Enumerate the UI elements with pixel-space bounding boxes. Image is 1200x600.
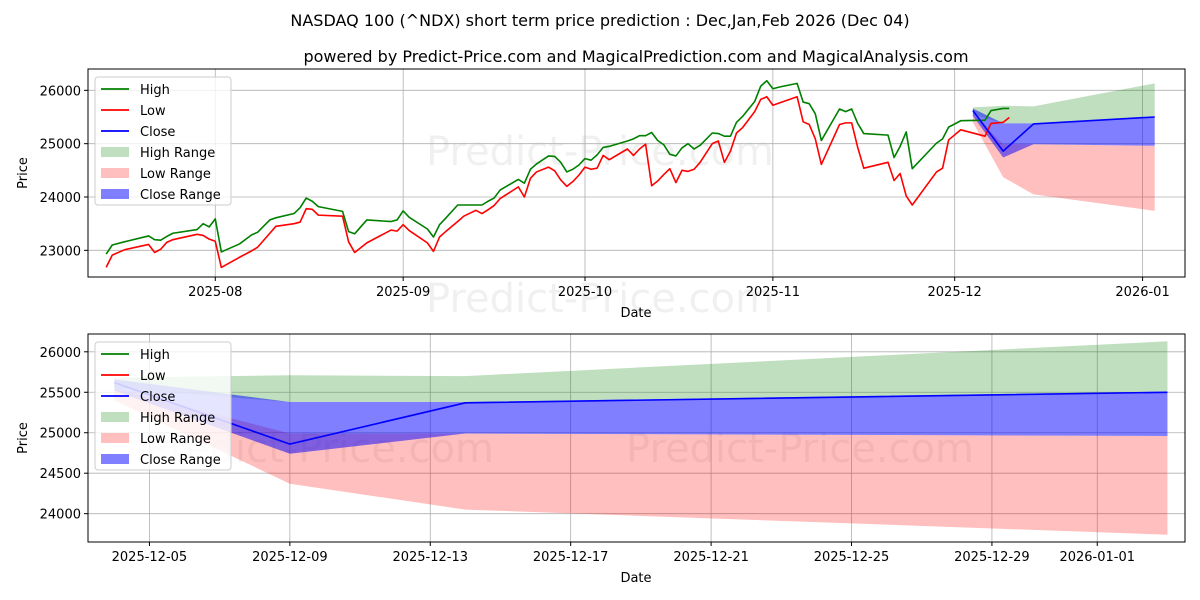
bottom-legend-close_range-swatch <box>101 454 129 464</box>
top-plot-area <box>105 79 1155 269</box>
bottom-close-range-band <box>114 379 1168 454</box>
top-legend-low_range-swatch <box>101 168 129 178</box>
bottom-x-tick-label: 2025-12-13 <box>392 550 468 565</box>
bottom-x-tick-label: 2025-12-21 <box>673 550 749 565</box>
bottom-x-tick-label: 2025-12-17 <box>533 550 609 565</box>
top-x-tick-label: 2025-12 <box>928 285 982 300</box>
bottom-y-tick-label: 25500 <box>40 386 81 401</box>
price-history-panel: Predict-Price.com Predict-Price.com 2025… <box>16 68 1186 322</box>
chart-title: NASDAQ 100 (^NDX) short term price predi… <box>290 11 909 30</box>
top-x-tick-label: 2025-10 <box>558 285 612 300</box>
bottom-y-axis: 24000 24500 25000 25500 26000 <box>40 346 88 523</box>
bottom-legend-low_range-label: Low Range <box>140 432 211 447</box>
bottom-x-tick-label: 2026-01-01 <box>1059 550 1135 565</box>
bottom-legend-high-label: High <box>140 348 170 363</box>
top-legend-close_range-swatch <box>101 189 129 199</box>
watermark-top-2: Predict-Price.com <box>426 276 774 322</box>
top-x-axis-label: Date <box>620 306 651 321</box>
top-legend-box <box>94 76 232 206</box>
bottom-y-axis-label: Price <box>16 422 31 454</box>
top-x-tick-label: 2025-09 <box>376 285 430 300</box>
bottom-legend: High Low Close High Range Low Range Close Ran… <box>94 341 232 471</box>
top-y-tick-label: 23000 <box>40 244 81 259</box>
bottom-y-tick-label: 25000 <box>40 427 81 442</box>
bottom-y-tick-label: 24500 <box>40 467 81 482</box>
top-legend-high_range-swatch <box>101 147 129 157</box>
bottom-axes-frame <box>87 333 1186 543</box>
top-y-tick-label: 25000 <box>40 138 81 153</box>
bottom-legend-close_range-label: Close Range <box>140 453 221 468</box>
bottom-legend-close-label: Close <box>140 390 175 405</box>
top-x-tick-label: 2025-11 <box>746 285 800 300</box>
bottom-low-range-band <box>114 388 1168 535</box>
bottom-x-axis-label: Date <box>620 571 651 586</box>
top-close-series-line <box>972 110 1155 152</box>
bottom-x-axis: 2025-12-05 2025-12-09 2025-12-13 2025-12-17… <box>112 542 1135 565</box>
bottom-plot-area <box>114 341 1168 535</box>
top-y-tick-label: 26000 <box>40 84 81 99</box>
top-legend-high-label: High <box>140 83 170 98</box>
top-y-tick-label: 24000 <box>40 191 81 206</box>
top-legend: High Low Close High Range Low Range Close Ran… <box>94 76 232 206</box>
top-legend-close_range-label: Close Range <box>140 188 221 203</box>
top-y-axis-label: Price <box>16 157 31 189</box>
top-x-tick-label: 2025-08 <box>188 285 242 300</box>
bottom-high-range-band <box>114 341 1168 402</box>
top-y-axis: 23000 24000 25000 26000 <box>40 84 88 259</box>
top-legend-close-label: Close <box>140 125 175 140</box>
bottom-legend-low_range-swatch <box>101 433 129 443</box>
high-series-line <box>105 79 1010 255</box>
top-close-range-band <box>972 108 1155 158</box>
bottom-y-tick-label: 26000 <box>40 346 81 361</box>
top-low-range-band <box>972 114 1155 211</box>
bottom-y-tick-label: 24000 <box>40 508 81 523</box>
top-high-range-band <box>972 83 1155 124</box>
bottom-x-tick-label: 2025-12-29 <box>954 550 1030 565</box>
chart-subtitle: powered by Predict-Price.com and Magical… <box>303 47 968 66</box>
forecast-panel: Predict-Price.com Predict-Price.com 2025… <box>16 333 1186 586</box>
top-x-tick-label: 2026-01 <box>1115 285 1169 300</box>
bottom-legend-low-label: Low <box>140 369 166 384</box>
top-legend-low_range-label: Low Range <box>140 167 211 182</box>
bottom-x-tick-label: 2025-12-09 <box>252 550 328 565</box>
bottom-x-tick-label: 2025-12-25 <box>814 550 890 565</box>
bottom-x-tick-label: 2025-12-05 <box>112 550 188 565</box>
top-x-axis: 2025-08 2025-09 2025-10 2025-11 2025-12 2026-… <box>188 277 1170 300</box>
top-legend-low-label: Low <box>140 104 166 119</box>
top-axes-frame <box>87 68 1186 278</box>
low-series-line <box>105 95 1010 269</box>
top-legend-high_range-label: High Range <box>140 146 215 161</box>
bottom-legend-high_range-swatch <box>101 412 129 422</box>
bottom-legend-box <box>94 341 232 471</box>
bottom-legend-high_range-label: High Range <box>140 411 215 426</box>
